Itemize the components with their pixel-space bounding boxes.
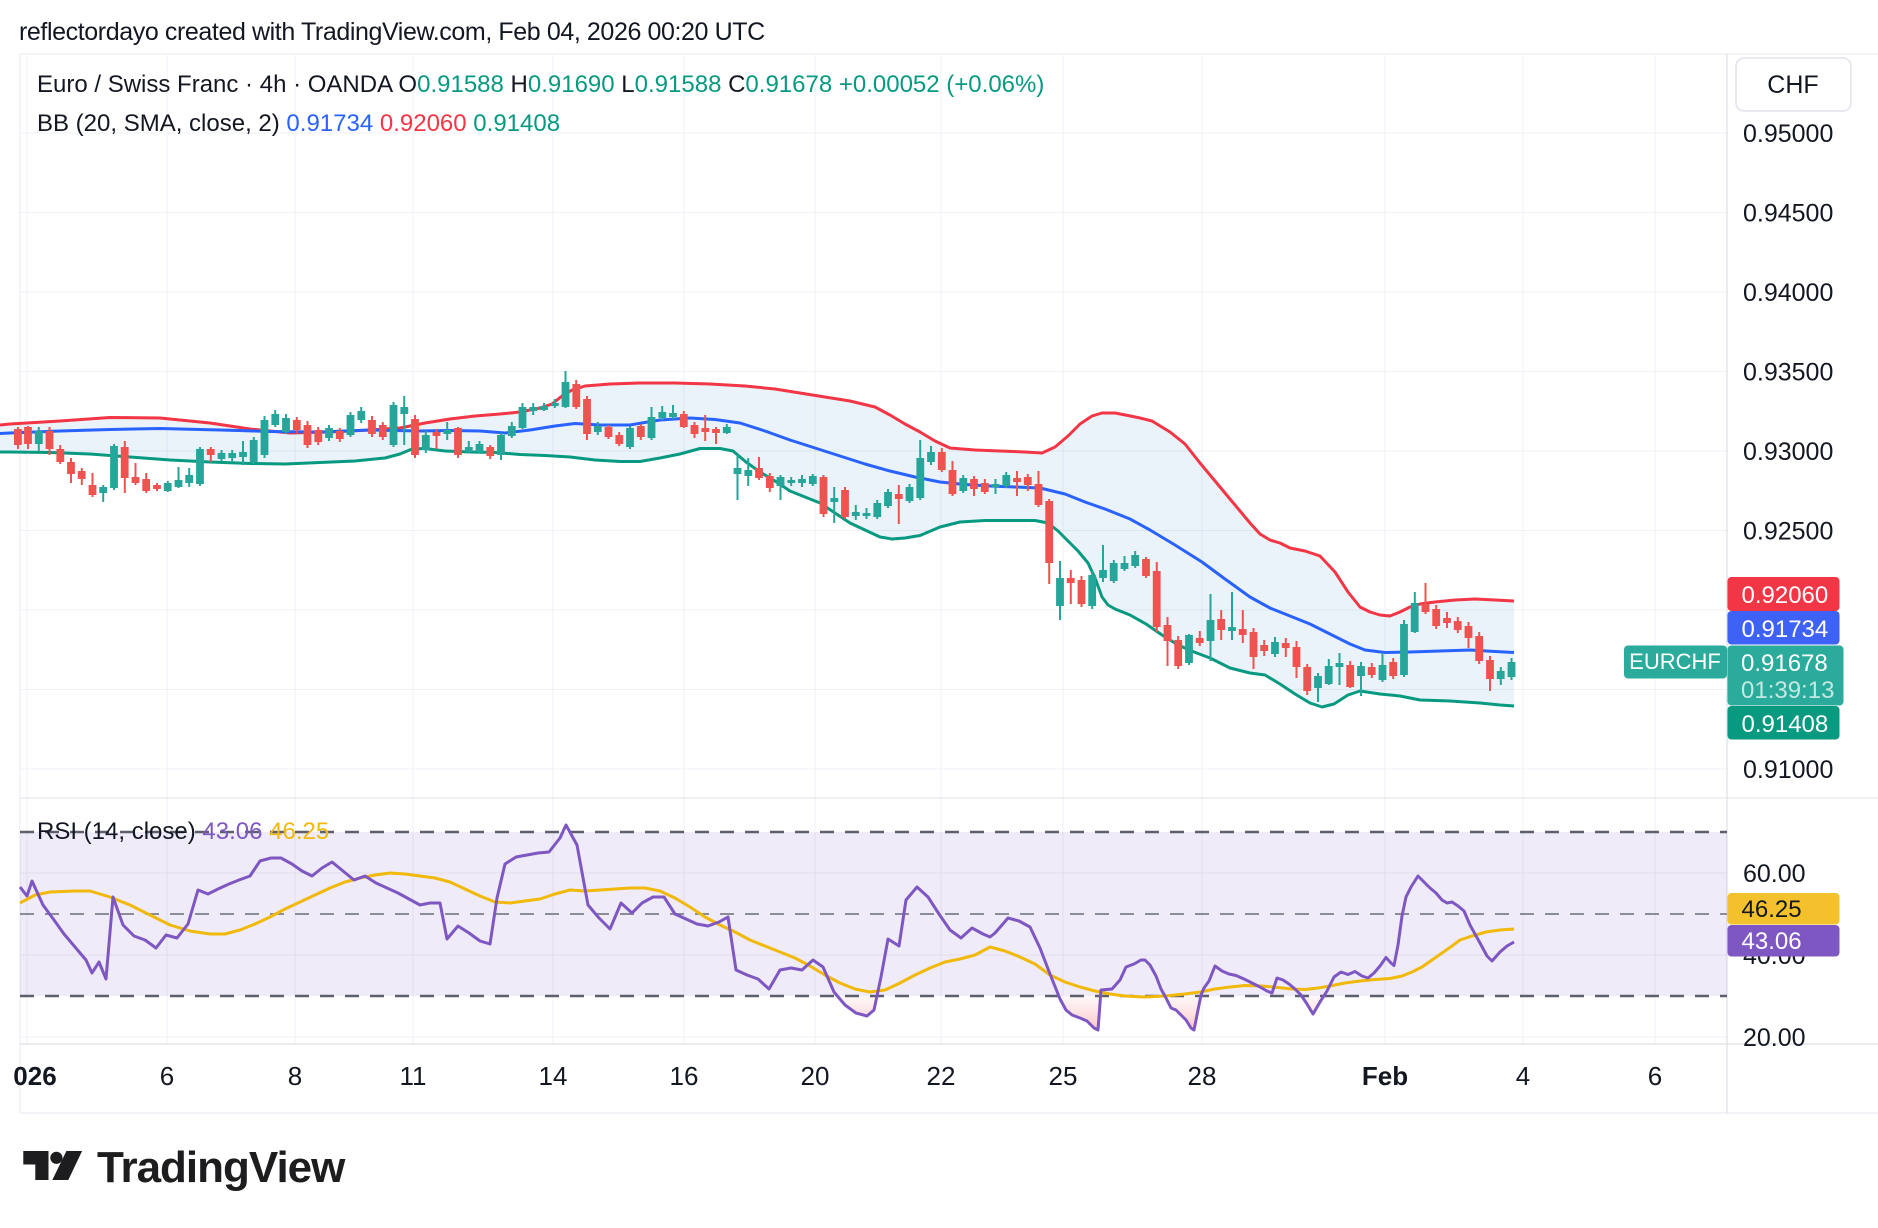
svg-text:TradingView: TradingView bbox=[97, 1143, 346, 1192]
svg-text:0.92060: 0.92060 bbox=[1742, 582, 1829, 609]
svg-text:0.91000: 0.91000 bbox=[1743, 756, 1833, 784]
svg-text:14: 14 bbox=[539, 1061, 568, 1091]
svg-text:0.92500: 0.92500 bbox=[1743, 518, 1833, 546]
svg-text:8: 8 bbox=[288, 1061, 302, 1091]
svg-text:01:39:13: 01:39:13 bbox=[1741, 677, 1834, 704]
svg-text:6: 6 bbox=[1648, 1061, 1662, 1091]
svg-text:4: 4 bbox=[1516, 1061, 1530, 1091]
svg-text:reflectordayo created with Tra: reflectordayo created with TradingView.c… bbox=[19, 18, 765, 46]
svg-text:16: 16 bbox=[670, 1061, 699, 1091]
svg-text:22: 22 bbox=[927, 1061, 956, 1091]
svg-text:EURCHF: EURCHF bbox=[1629, 649, 1721, 674]
svg-text:BB (20, SMA, close, 2) 0.9173: BB (20, SMA, close, 2) 0.91734 0.92060 0… bbox=[37, 110, 560, 137]
svg-text:Euro / Swiss Franc · 4h · OAND: Euro / Swiss Franc · 4h · OANDA O0.91588… bbox=[37, 71, 1044, 98]
svg-text:20: 20 bbox=[801, 1061, 830, 1091]
svg-text:25: 25 bbox=[1049, 1061, 1078, 1091]
svg-text:0.91408: 0.91408 bbox=[1742, 711, 1829, 738]
svg-text:0.95000: 0.95000 bbox=[1743, 120, 1833, 148]
svg-text:026: 026 bbox=[13, 1061, 56, 1091]
svg-text:0.94000: 0.94000 bbox=[1743, 279, 1833, 307]
svg-text:RSI (14, close) 43.06 46.25: RSI (14, close) 43.06 46.25 bbox=[37, 818, 329, 845]
svg-text:60.00: 60.00 bbox=[1743, 860, 1806, 888]
svg-text:0.93500: 0.93500 bbox=[1743, 359, 1833, 387]
svg-text:0.91678: 0.91678 bbox=[1741, 650, 1828, 677]
svg-text:0.94500: 0.94500 bbox=[1743, 200, 1833, 228]
svg-text:28: 28 bbox=[1188, 1061, 1217, 1091]
svg-text:6: 6 bbox=[160, 1061, 174, 1091]
svg-text:46.25: 46.25 bbox=[1742, 896, 1802, 923]
svg-text:Feb: Feb bbox=[1362, 1061, 1408, 1091]
svg-text:20.00: 20.00 bbox=[1743, 1024, 1806, 1052]
svg-text:11: 11 bbox=[400, 1061, 427, 1091]
svg-text:43.06: 43.06 bbox=[1742, 928, 1802, 955]
svg-text:0.93000: 0.93000 bbox=[1743, 438, 1833, 466]
svg-text:CHF: CHF bbox=[1767, 71, 1818, 99]
svg-text:0.91734: 0.91734 bbox=[1742, 616, 1829, 643]
